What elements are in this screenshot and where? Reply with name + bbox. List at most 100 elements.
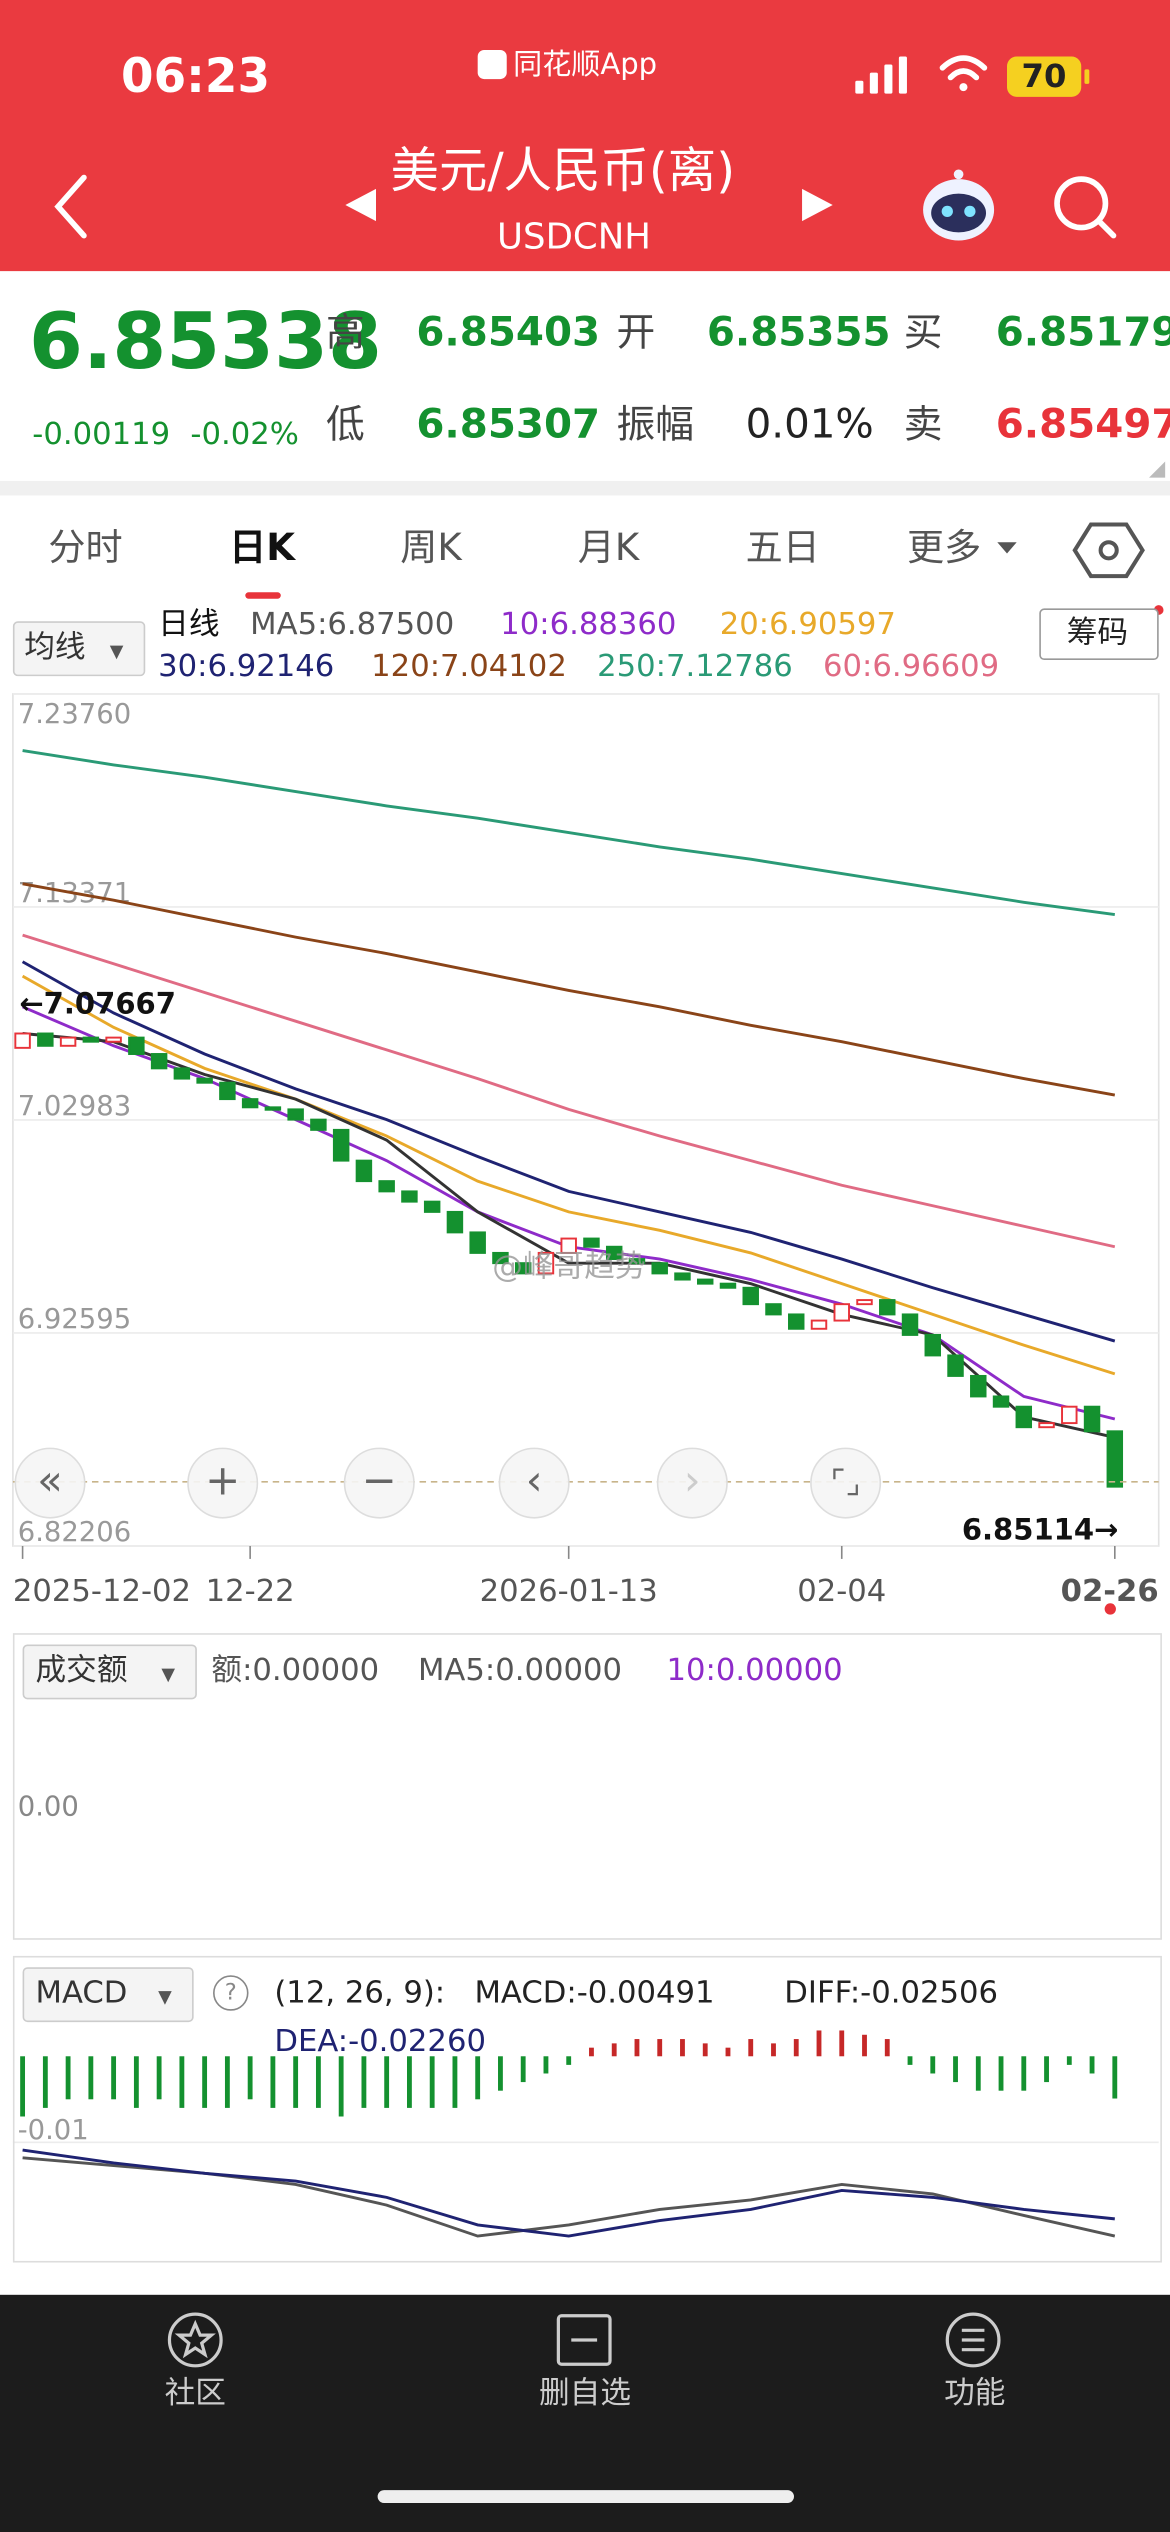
battery-level: 70 — [1021, 56, 1067, 96]
macd-bar — [862, 2034, 867, 2057]
back-icon[interactable] — [54, 174, 87, 239]
y-tick-label: -0.01 — [18, 2115, 89, 2146]
more-caret — [997, 542, 1017, 554]
macd-help[interactable]: ? — [213, 1975, 249, 2011]
x-tick-label: 2026-01-13 — [480, 1574, 658, 1609]
settings-icon[interactable] — [1072, 522, 1145, 579]
macd-bar — [1044, 2056, 1049, 2083]
candle-body — [1038, 1422, 1055, 1429]
watermark: @峰哥趋势 — [492, 1249, 646, 1285]
candle-body — [651, 1262, 668, 1275]
macd-bar — [702, 2043, 708, 2057]
ma-item: 250:7.12786 — [597, 648, 793, 685]
tab[interactable]: 分时 — [48, 527, 123, 570]
macd-bar — [338, 2056, 344, 2117]
candle-body — [469, 1231, 486, 1254]
macd-bar — [657, 2039, 663, 2057]
macd-bar — [611, 2043, 617, 2057]
y-tick-label: 7.02983 — [18, 1091, 131, 1122]
search-icon[interactable] — [1054, 176, 1117, 239]
macd-bar — [111, 2056, 117, 2100]
y-tick-label: 6.82206 — [18, 1517, 131, 1548]
y-tick-label: 6.92595 — [18, 1304, 131, 1335]
tab-active[interactable]: 日K — [229, 527, 296, 570]
volume-selector-label: 成交额 — [35, 1652, 128, 1689]
tab[interactable]: 周K — [400, 527, 462, 570]
wifi-icon — [939, 55, 988, 92]
scroll-left[interactable]: ‹ — [498, 1447, 570, 1519]
macd-panel — [12, 1955, 1162, 2263]
prev-arrow[interactable] — [345, 188, 377, 222]
ma-item: 60:6.96609 — [823, 648, 1000, 685]
candle-body — [14, 1032, 31, 1049]
nav-item[interactable]: 社区 — [164, 2375, 226, 2412]
ma-caret: ▼ — [109, 640, 124, 662]
candle-body — [423, 1200, 441, 1213]
tab[interactable]: 月K — [577, 527, 640, 570]
macd-bar — [543, 2056, 549, 2074]
field-label: 卖 — [903, 401, 943, 448]
ma-period: 日线 — [158, 606, 220, 643]
ma-item: 30:6.92146 — [158, 648, 335, 685]
candle-body — [196, 1077, 213, 1084]
tab[interactable]: 更多 — [906, 527, 982, 570]
candle-body — [355, 1159, 373, 1183]
field-value: 6.85307 — [416, 400, 601, 448]
zoom-in[interactable]: + — [187, 1447, 259, 1519]
volume-item: MA5:0.00000 — [417, 1652, 623, 1689]
nav-item[interactable]: 功能 — [944, 2375, 1006, 2412]
macd-bar — [998, 2056, 1004, 2091]
candle-body — [514, 1262, 532, 1275]
volume-panel — [12, 1633, 1162, 1940]
candle-body — [970, 1374, 987, 1398]
separator — [0, 480, 1170, 496]
macd-selector[interactable] — [22, 1967, 194, 2023]
macd-bar — [133, 2056, 139, 2108]
ma-selector-label: 均线 — [24, 629, 86, 665]
field-label: 振幅 — [616, 401, 694, 448]
price: 6.85338 — [29, 296, 382, 388]
candle-body — [264, 1106, 282, 1111]
fullscreen[interactable]: ⌜⌟ — [810, 1447, 882, 1519]
candle-body — [605, 1245, 623, 1261]
tab[interactable]: 五日 — [745, 527, 820, 570]
candle-body — [947, 1354, 964, 1377]
candle-body — [241, 1098, 259, 1109]
candle-body — [446, 1210, 464, 1234]
candle-body — [128, 1036, 145, 1055]
scroll-right[interactable]: › — [656, 1447, 728, 1519]
chip-button[interactable] — [1039, 608, 1159, 661]
app-logo — [477, 50, 507, 80]
next-arrow[interactable] — [802, 188, 833, 222]
x-tick-label: 2025-12-02 — [13, 1574, 191, 1609]
candle-body — [537, 1251, 555, 1275]
macd-bar — [42, 2056, 48, 2108]
field-value: 6.85355 — [706, 308, 891, 356]
candle-body — [696, 1278, 714, 1285]
macd-bar — [816, 2030, 822, 2057]
volume-item: 10:0.00000 — [666, 1652, 843, 1689]
candle-body — [1083, 1405, 1101, 1433]
indicator-line — [21, 960, 1116, 1343]
candle-body — [378, 1180, 395, 1193]
nav-item[interactable]: 删自选 — [539, 2375, 632, 2412]
ma-selector[interactable] — [12, 621, 146, 677]
candle-body — [833, 1303, 850, 1322]
macd-bar — [907, 2056, 913, 2065]
zoom-out[interactable]: − — [343, 1447, 415, 1519]
function-icon — [945, 2312, 1001, 2368]
field-value: 6.85179 — [995, 308, 1170, 356]
candle-body — [332, 1128, 350, 1162]
macd-bar — [88, 2056, 94, 2100]
candle-body — [1015, 1405, 1033, 1429]
candle-body — [219, 1081, 236, 1101]
zoom-out-all[interactable]: « — [14, 1447, 86, 1519]
macd-bar — [247, 2056, 253, 2100]
volume-selector[interactable] — [22, 1644, 197, 1700]
macd-bar — [224, 2056, 230, 2108]
macd-bar — [202, 2056, 208, 2108]
remove-icon — [556, 2314, 612, 2366]
robot-icon[interactable] — [923, 169, 995, 241]
date-dot — [1104, 1603, 1116, 1615]
